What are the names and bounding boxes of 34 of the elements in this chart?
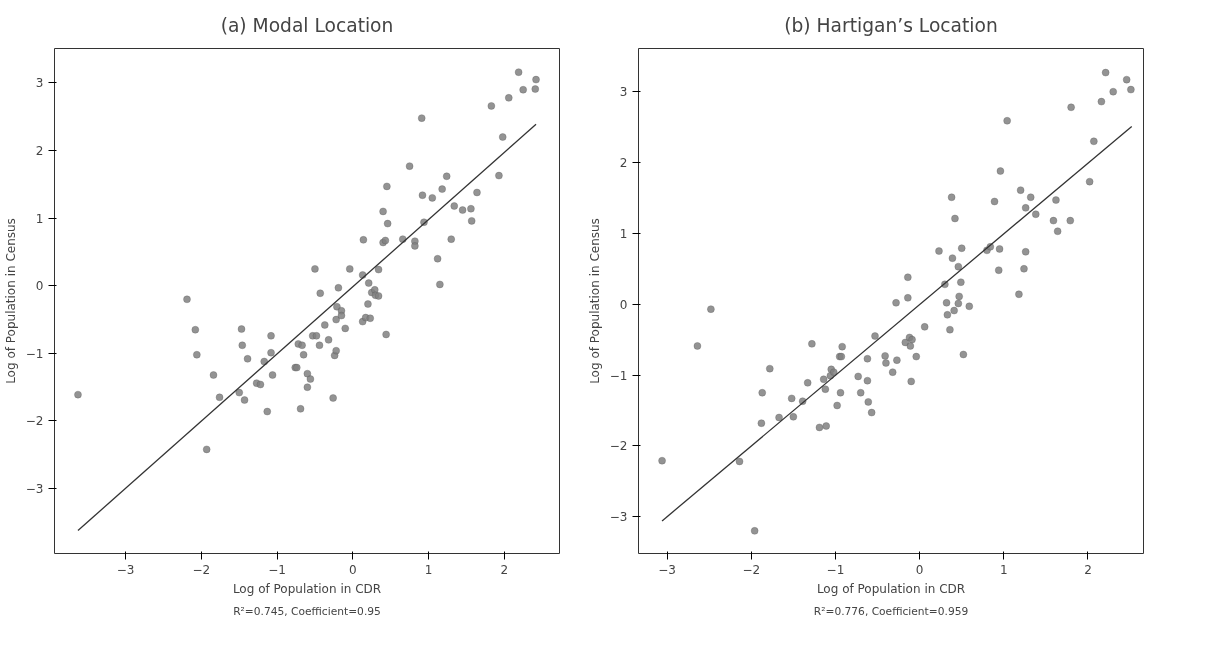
x-tick-label: 2: [1084, 562, 1092, 577]
y-tick-label: 3: [619, 85, 628, 100]
y-tick-label: −2: [609, 439, 628, 454]
y-tick-label: 2: [619, 156, 628, 171]
y-tick-label: 0: [35, 279, 44, 294]
y-tick-label: −3: [609, 510, 628, 525]
y-tick-label: 2: [35, 144, 44, 159]
x-axis-title: Log of Population in CDR: [816, 581, 966, 596]
x-tick-label: −2: [742, 562, 761, 577]
x-tick-label: −2: [192, 562, 211, 577]
x-tick-label: −1: [268, 562, 286, 577]
text: R²=0.745, Coefficient=0.95: [233, 604, 381, 618]
x-tick-label: −1: [826, 562, 845, 577]
chart-title: (b) Hartigan’s Location: [784, 15, 998, 36]
x-tick-label: 0: [915, 562, 924, 577]
y-tick-label: 3: [35, 76, 44, 91]
y-tick-label: 1: [35, 211, 44, 226]
y-axis-title: Log of Population in Census: [587, 218, 602, 384]
x-tick-label: −3: [658, 562, 676, 577]
y-axis-title: Log of Population in Census: [3, 218, 18, 384]
x-tick-label: −3: [116, 562, 135, 577]
y-tick-label: 0: [619, 297, 628, 312]
y-tick-label: −3: [25, 482, 44, 497]
y-tick-label: −1: [25, 346, 44, 361]
x-axis-title: Log of Population in CDR: [232, 581, 382, 596]
x-tick-label: 0: [348, 562, 357, 577]
y-tick-label: 1: [619, 226, 628, 241]
y-tick-label: −1: [609, 368, 628, 383]
x-tick-label: 1: [424, 562, 433, 577]
y-tick-label: −2: [25, 414, 44, 429]
chart-title: (a) Modal Location: [220, 15, 394, 36]
x-tick-label: 1: [999, 562, 1008, 577]
text: R²=0.776, Coefficient=0.959: [813, 604, 969, 618]
x-tick-label: 2: [500, 562, 509, 577]
